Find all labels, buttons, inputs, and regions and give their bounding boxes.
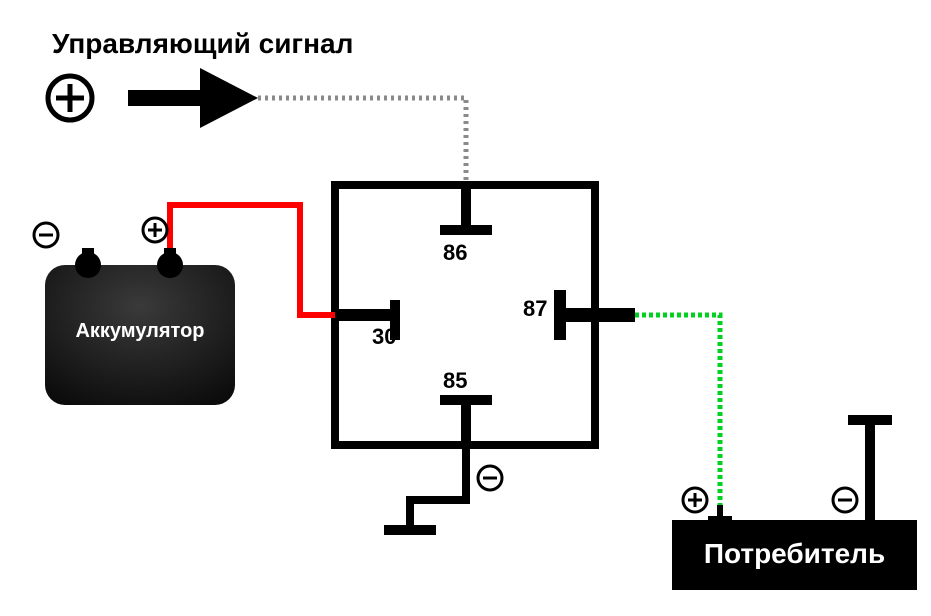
pin-87-label: 87 (523, 296, 547, 322)
wiring-svg (0, 0, 931, 616)
pin85-minus-icon (478, 466, 502, 490)
relay-pin-85 (440, 400, 492, 445)
battery-plus-icon (143, 218, 167, 242)
title-label: Управляющий сигнал (52, 28, 353, 60)
relay-pin-86 (440, 185, 492, 230)
pin-85-label: 85 (443, 368, 467, 394)
pin-30-label: 30 (372, 324, 396, 350)
plus-control-icon (48, 76, 92, 120)
wire-85-to-ground (410, 445, 466, 530)
wire-87-to-consumer (635, 315, 720, 520)
control-arrow (128, 68, 258, 128)
consumer-label: Потребитель (672, 538, 917, 570)
diagram-canvas: Управляющий сигнал Аккумулятор Потребите… (0, 0, 931, 616)
consumer-plus-icon (683, 488, 707, 512)
wire-control-to-86 (258, 98, 466, 185)
battery-minus-icon (34, 223, 58, 247)
pin-86-label: 86 (443, 240, 467, 266)
consumer-plus-terminal (708, 505, 732, 520)
consumer-minus-icon (833, 488, 857, 512)
battery-label: Аккумулятор (45, 320, 235, 343)
